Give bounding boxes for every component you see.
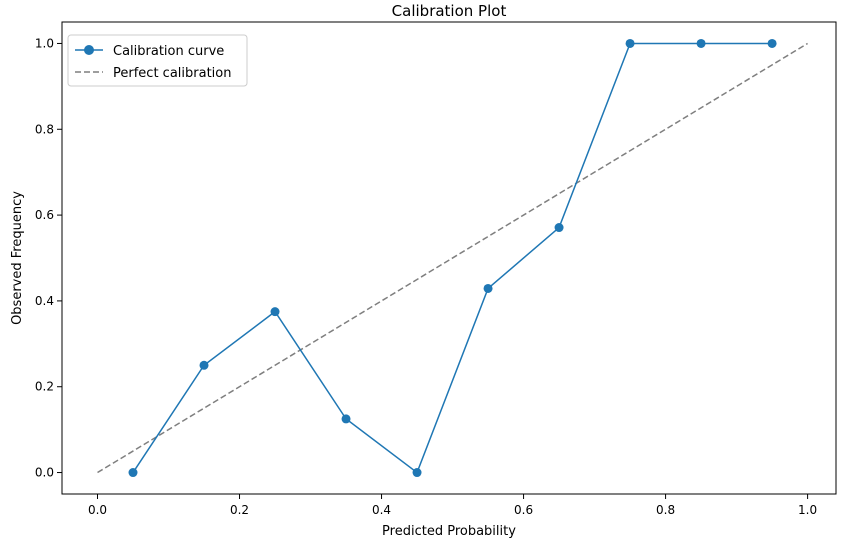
y-tick-label: 1.0 (35, 36, 54, 50)
legend-label-calibration-curve: Calibration curve (113, 44, 224, 59)
y-tick-label: 0.2 (35, 380, 54, 394)
x-tick-label: 0.0 (88, 503, 107, 517)
calibration-point (270, 307, 280, 317)
x-tick-label: 0.2 (230, 503, 249, 517)
legend-marker-calibration-curve (84, 45, 94, 55)
series-layer (97, 38, 808, 478)
calibration-point (625, 38, 635, 48)
y-tick-label: 0.6 (35, 208, 54, 222)
legend-box (67, 34, 248, 87)
x-axis-label: Predicted Probability (382, 524, 516, 539)
perfect-calibration-line (97, 42, 808, 474)
calibration-curve-line (132, 42, 773, 474)
calibration-point (696, 38, 706, 48)
chart-title: Calibration Plot (392, 2, 507, 20)
x-tick-label: 1.0 (798, 503, 817, 517)
y-tick-label: 0.8 (35, 122, 54, 136)
legend-label-perfect-calibration: Perfect calibration (113, 66, 231, 81)
x-axis-ticks: 0.0 0.2 0.4 0.6 0.8 1.0 (88, 494, 817, 517)
calibration-point (199, 360, 209, 370)
calibration-point (483, 283, 493, 293)
calibration-point (767, 38, 777, 48)
calibration-point (412, 468, 422, 478)
y-axis-ticks: 0.0 0.2 0.4 0.6 0.8 1.0 (35, 36, 62, 480)
x-tick-label: 0.6 (514, 503, 533, 517)
x-tick-label: 0.4 (372, 503, 391, 517)
y-tick-label: 0.0 (35, 466, 54, 480)
calibration-point (128, 468, 138, 478)
y-axis-label: Observed Frequency (10, 191, 25, 325)
calibration-point (554, 223, 564, 233)
x-tick-label: 0.8 (656, 503, 675, 517)
calibration-point (341, 414, 351, 424)
legend: Calibration curve Perfect calibration (67, 34, 248, 87)
y-tick-label: 0.4 (35, 294, 54, 308)
